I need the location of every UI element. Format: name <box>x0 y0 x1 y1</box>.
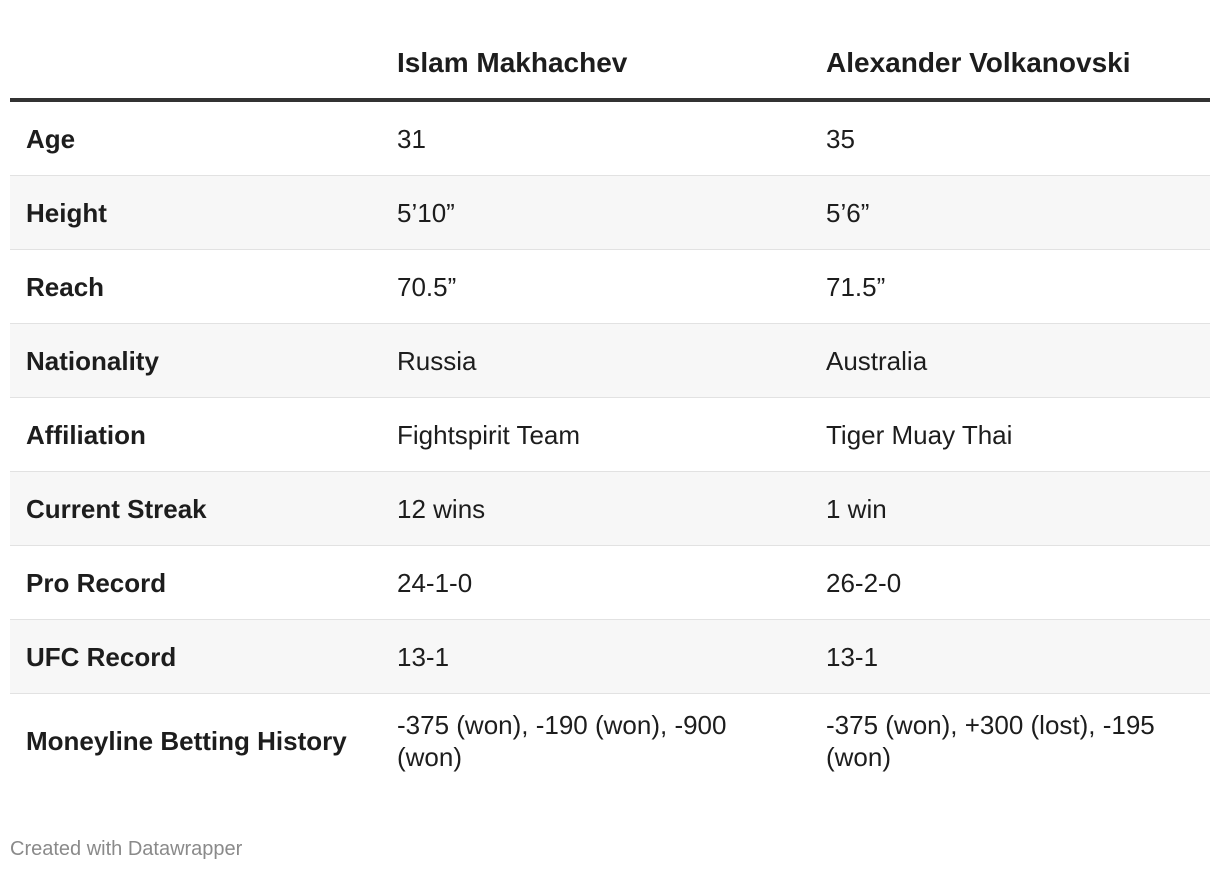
row-label: Current Streak <box>10 471 381 546</box>
fighter-2-value: 26-2-0 <box>810 545 1210 620</box>
row-label: UFC Record <box>10 619 381 694</box>
fighter-1-value: Russia <box>381 323 810 398</box>
fighter-2-value: Australia <box>810 323 1210 398</box>
fighter-1-value: Fightspirit Team <box>381 397 810 472</box>
fighter-1-value: 13-1 <box>381 619 810 694</box>
fighter-2-value: 71.5” <box>810 249 1210 324</box>
fighter-1-value: 31 <box>381 100 810 176</box>
fighter-2-value: -375 (won), +300 (lost), -195 (won) <box>826 710 1155 772</box>
fighter-2-value: Tiger Muay Thai <box>810 397 1210 472</box>
table-row: Age 31 35 <box>10 100 1210 176</box>
row-label: Age <box>10 100 381 176</box>
table-row: Height 5’10” 5’6” <box>10 175 1210 250</box>
row-label: Height <box>10 175 381 250</box>
fighter-1-value: 5’10” <box>381 175 810 250</box>
comparison-table-container: Islam Makhachev Alexander Volkanovski Ag… <box>10 28 1210 788</box>
table-row: Pro Record 24-1-0 26-2-0 <box>10 545 1210 620</box>
table-row: Reach 70.5” 71.5” <box>10 249 1210 324</box>
row-label: Reach <box>10 249 381 324</box>
table-row: Moneyline Betting History -375 (won), -1… <box>10 694 1210 789</box>
fighter-1-value: 24-1-0 <box>381 545 810 620</box>
fighter-comparison-table: Islam Makhachev Alexander Volkanovski Ag… <box>10 28 1210 788</box>
header-empty <box>10 28 381 102</box>
fighter-2-value: 1 win <box>810 471 1210 546</box>
header-fighter-2: Alexander Volkanovski <box>810 28 1210 102</box>
row-label: Pro Record <box>10 545 381 620</box>
table-header-row: Islam Makhachev Alexander Volkanovski <box>10 28 1210 102</box>
row-label: Affiliation <box>10 397 381 472</box>
table-row: Affiliation Fightspirit Team Tiger Muay … <box>10 397 1210 472</box>
row-label: Nationality <box>10 323 381 398</box>
fighter-2-value: 13-1 <box>810 619 1210 694</box>
header-fighter-1: Islam Makhachev <box>381 28 810 102</box>
datawrapper-credit[interactable]: Created with Datawrapper <box>10 838 243 860</box>
row-label: Moneyline Betting History <box>26 726 347 756</box>
fighter-2-value: 5’6” <box>810 175 1210 250</box>
table-row: Current Streak 12 wins 1 win <box>10 471 1210 546</box>
fighter-2-value: 35 <box>810 100 1210 176</box>
table-row: UFC Record 13-1 13-1 <box>10 619 1210 694</box>
fighter-1-value: -375 (won), -190 (won), -900 (won) <box>397 710 727 772</box>
table-row: Nationality Russia Australia <box>10 323 1210 398</box>
fighter-1-value: 70.5” <box>381 249 810 324</box>
fighter-1-value: 12 wins <box>381 471 810 546</box>
